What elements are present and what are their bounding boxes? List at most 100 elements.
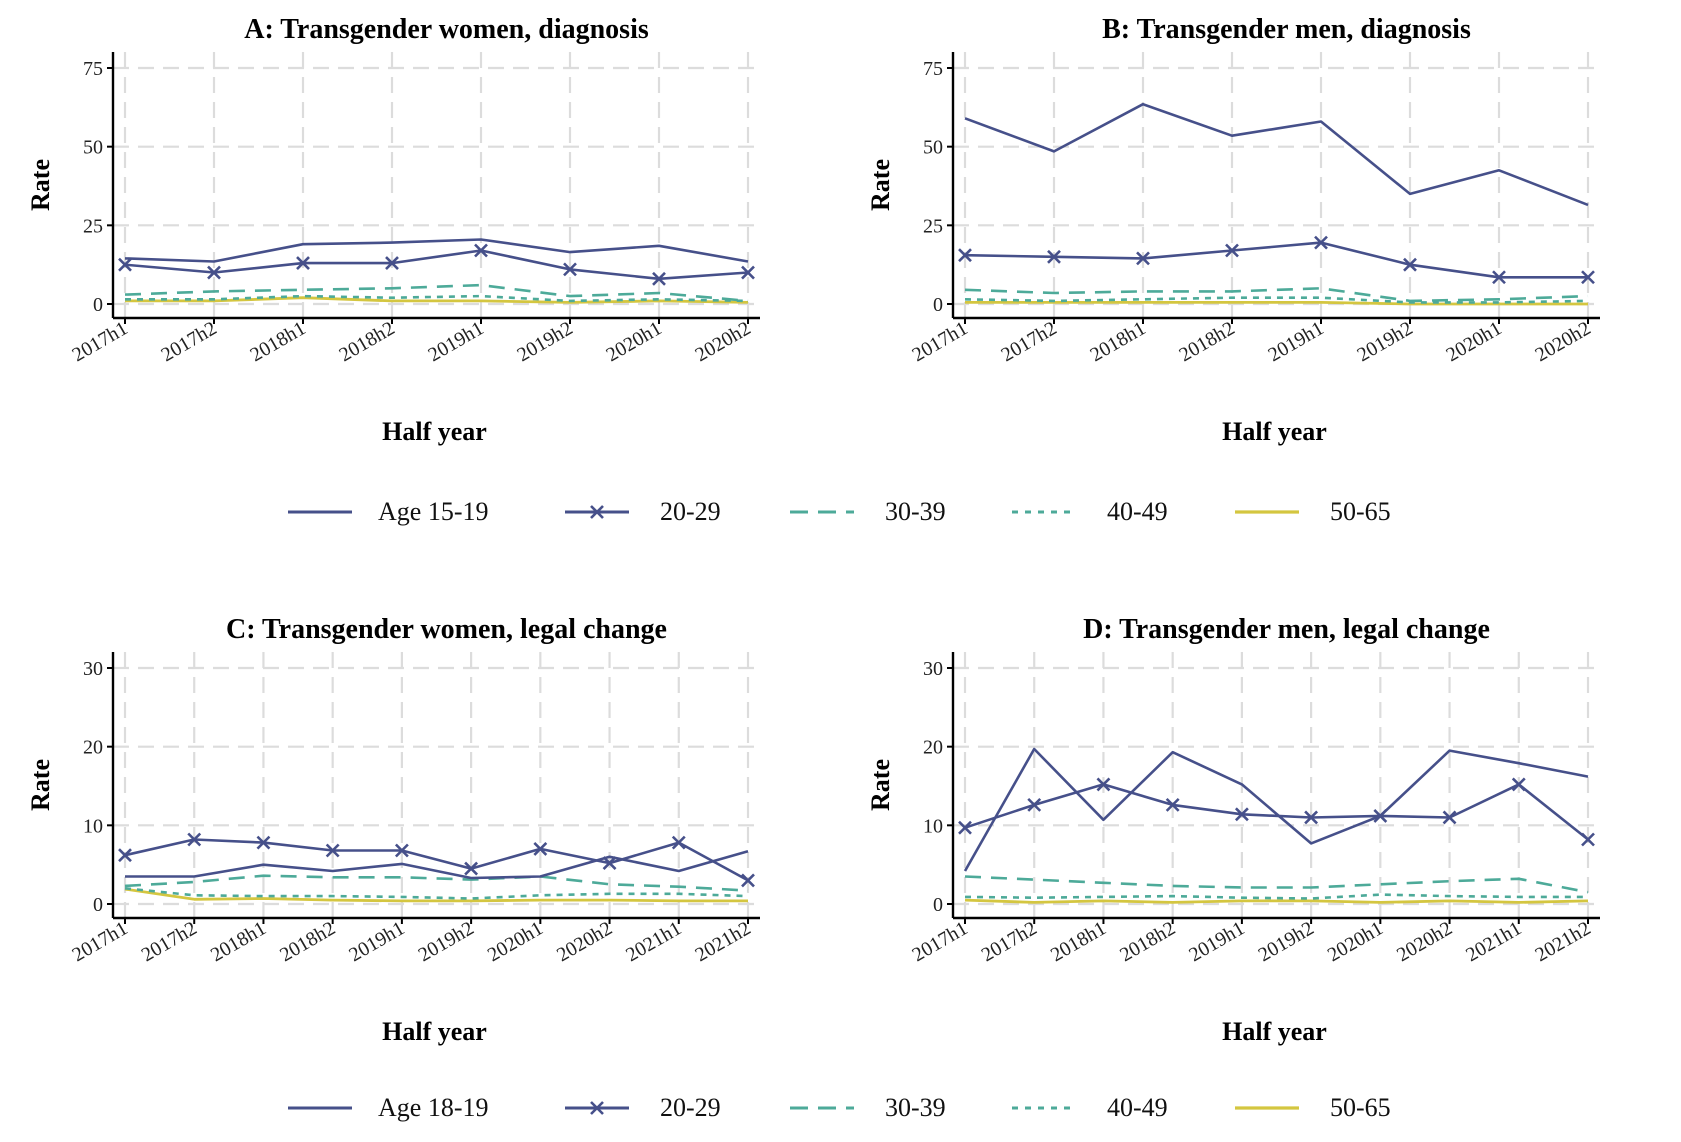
- x-tick-label: 2020h1: [1443, 317, 1506, 366]
- legend-label: 30-39: [885, 1093, 946, 1122]
- series-line-3: [124, 874, 749, 892]
- x-axis-title: Half year: [1222, 1017, 1327, 1046]
- grid: [953, 652, 1600, 918]
- data-point-x-marker: [1403, 257, 1417, 272]
- x-tick-label: 2019h1: [345, 917, 408, 966]
- data-point-x-marker: [187, 832, 202, 847]
- x-tick-label: 2019h2: [1255, 917, 1318, 966]
- data-point-x-marker: [958, 248, 972, 263]
- series-line-2: [124, 249, 749, 281]
- legend-diagnosis: Age 15-19 20-29 30-39 40-49 50-65: [0, 490, 1681, 534]
- x-tick-label: 2019h1: [1265, 317, 1328, 366]
- x-tick-label: 2017h1: [69, 917, 132, 966]
- data-point-x-marker: [1165, 797, 1180, 812]
- legend-item: 30-39: [790, 1093, 946, 1122]
- x-tick-label: 2019h2: [415, 917, 478, 966]
- x-tick-label: 2020h2: [1393, 917, 1456, 966]
- series-line-2: [964, 241, 1588, 279]
- x-axis-title: Half year: [382, 417, 487, 446]
- x-tick-label: 2018h1: [207, 917, 270, 966]
- x-tick-label: 2019h1: [1185, 917, 1248, 966]
- legend-label: 20-29: [660, 497, 721, 526]
- data-point-x-marker: [1136, 251, 1150, 266]
- x-tick-label: 2017h2: [138, 917, 201, 966]
- data-point-x-marker: [741, 873, 755, 888]
- x-tick-label: 2020h1: [484, 917, 547, 966]
- series-line-4: [125, 294, 749, 303]
- x-tick-label: 2020h1: [1324, 917, 1387, 966]
- series-line-1: [964, 102, 1589, 207]
- data-point-x-marker: [741, 265, 755, 280]
- y-tick-label: 0: [933, 294, 943, 316]
- legend-item: 20-29: [565, 497, 721, 526]
- legend-label: Age 15-19: [378, 497, 488, 526]
- panel-a-chart: 0 25 50 75 2017h1 2017h2 2018h1 2018h2 2019h1 201…: [0, 0, 840, 450]
- panel-d-chart: 0 10 20 30 2017h1 2017h2 2018h1 2018h2 2019h1 201…: [840, 600, 1680, 1050]
- data-point-x-marker: [1225, 243, 1239, 258]
- data-point-x-marker: [1027, 797, 1042, 812]
- y-tick-label: 0: [933, 894, 943, 916]
- legend-item: Age 15-19: [288, 497, 488, 526]
- series-line-3: [124, 283, 749, 303]
- x-tick-label: 2017h1: [69, 317, 132, 366]
- y-tick-label: 0: [93, 294, 103, 316]
- legend-label: 30-39: [885, 497, 946, 526]
- y-tick-label: 25: [923, 215, 943, 237]
- y-tick-label: 30: [83, 658, 103, 680]
- legend-label: 40-49: [1107, 497, 1168, 526]
- data-point-x-marker: [1581, 832, 1595, 847]
- data-point-x-marker: [652, 271, 666, 286]
- legend-item: 40-49: [1012, 497, 1168, 526]
- y-axis-title: Rate: [26, 159, 55, 211]
- data-point-x-marker: [256, 835, 271, 850]
- series-line-4: [124, 887, 749, 900]
- x-tick-label: 2020h1: [603, 317, 666, 366]
- data-point-x-marker: [296, 256, 310, 271]
- x-tick-label: 2018h1: [1047, 917, 1110, 966]
- x-tick-label: 2017h2: [158, 317, 221, 366]
- data-point-x-marker: [671, 835, 686, 850]
- x-tick-label: 2020h2: [553, 917, 616, 966]
- legend-legal-change: Age 18-19 20-29 30-39 40-49 50-65: [0, 1086, 1681, 1130]
- y-tick-label: 50: [923, 137, 943, 159]
- data-point-x-marker: [1511, 777, 1526, 792]
- series-line-4: [964, 296, 1589, 304]
- x-tick-label: 2018h2: [276, 917, 339, 966]
- legend-item: Age 18-19: [288, 1093, 488, 1122]
- x-tick-label: 2019h2: [1354, 317, 1417, 366]
- y-tick-label: 10: [83, 815, 103, 837]
- y-tick-label: 75: [923, 58, 943, 80]
- y-axis-title: Rate: [866, 159, 895, 211]
- data-point-x-marker: [118, 848, 132, 863]
- y-tick-label: 75: [83, 58, 103, 80]
- data-point-x-marker: [325, 843, 340, 858]
- y-tick-label: 10: [923, 815, 943, 837]
- x-tick-label: 2019h1: [425, 317, 488, 366]
- series-line-1: [963, 747, 1589, 872]
- data-point-x-marker: [1234, 807, 1249, 822]
- x-tick-label: 2021h2: [1532, 917, 1595, 966]
- data-point-x-marker: [533, 842, 548, 856]
- legend-item: 40-49: [1012, 1093, 1168, 1122]
- y-axis-title: Rate: [866, 759, 895, 811]
- data-point-x-marker: [1314, 235, 1328, 250]
- x-tick-label: 2021h2: [692, 917, 755, 966]
- chart-title: D: Transgender men, legal change: [1083, 614, 1490, 645]
- legend-label: 40-49: [1107, 1093, 1168, 1122]
- chart-title: A: Transgender women, diagnosis: [244, 14, 649, 45]
- x-tick-label: 2018h2: [336, 317, 399, 366]
- legend-item: 30-39: [790, 497, 946, 526]
- y-tick-label: 30: [923, 658, 943, 680]
- y-tick-label: 20: [83, 737, 103, 759]
- data-point-x-marker: [958, 820, 972, 835]
- data-point-x-marker: [1492, 270, 1506, 285]
- y-tick-label: 0: [93, 894, 103, 916]
- y-axis-title: Rate: [26, 759, 55, 811]
- series-line-1: [124, 238, 749, 263]
- grid: [113, 652, 760, 918]
- series-line-5: [964, 898, 1589, 904]
- x-tick-label: 2020h2: [692, 317, 755, 366]
- x-tick-label: 2021h1: [622, 917, 685, 966]
- data-point-x-marker: [118, 257, 132, 272]
